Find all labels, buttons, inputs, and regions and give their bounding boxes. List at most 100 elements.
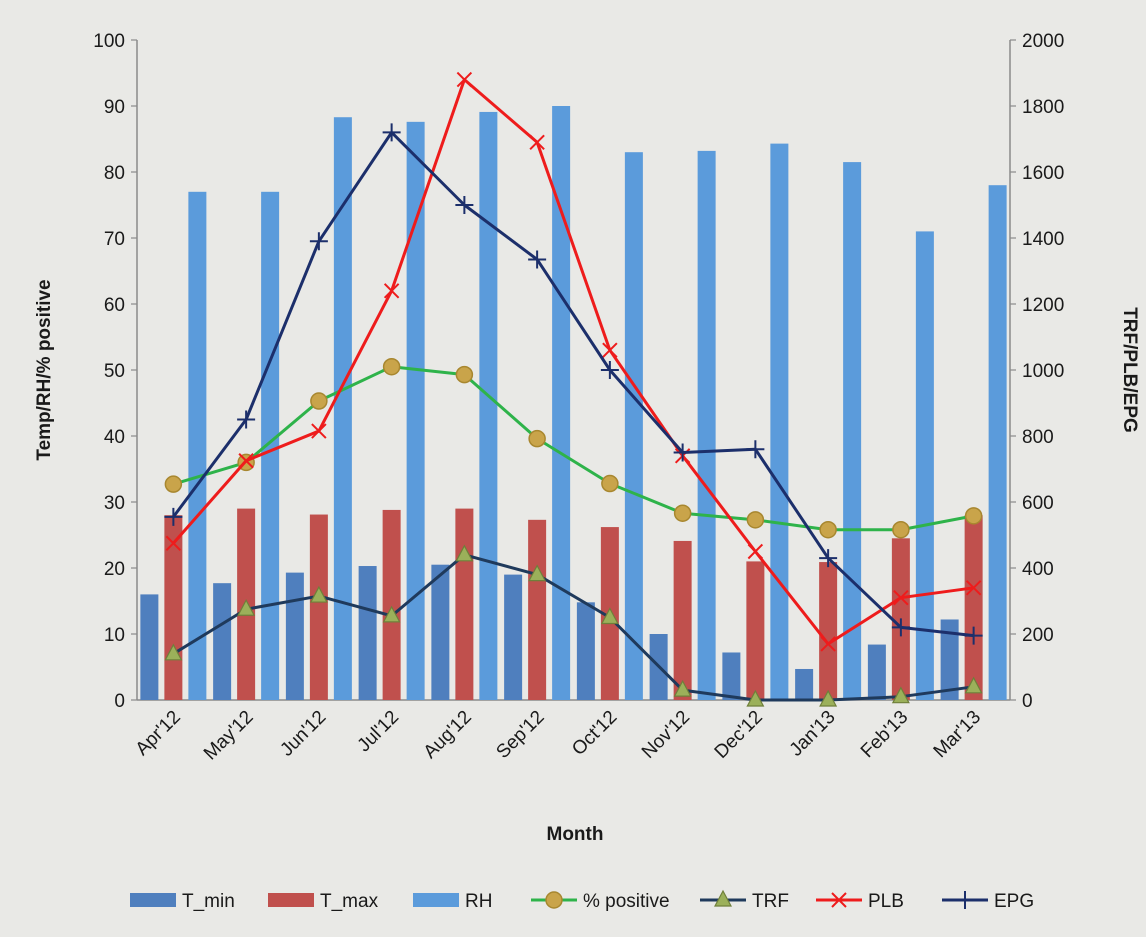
line-trf (172, 553, 974, 702)
point-positive (601, 474, 619, 493)
bar-rh (261, 191, 280, 701)
point-positive (746, 511, 765, 529)
legend-label-epg: EPG (994, 891, 1034, 912)
point-plb (456, 71, 473, 88)
y2-tick-label: 1000 (1022, 361, 1064, 382)
y-tick-label: 50 (104, 361, 125, 382)
bar-t-max (964, 515, 983, 700)
point-epg (964, 626, 983, 645)
bar-rh (988, 185, 1007, 700)
point-epg (891, 618, 910, 637)
point-positive (819, 520, 837, 539)
legend: T_min T_max RH % positive TRF PLB EPG (130, 889, 1034, 912)
point-trf (455, 544, 474, 562)
point-plb (965, 580, 982, 596)
line-epg (172, 130, 974, 638)
bar-t-max (528, 519, 547, 700)
legend-marker-epg (956, 891, 974, 909)
y-tick-label: 10 (104, 625, 125, 646)
point-epg (382, 123, 401, 142)
bar-rh (770, 143, 789, 700)
bar-t-min (867, 644, 886, 700)
legend-label-plb: PLB (868, 891, 904, 912)
point-epg (164, 507, 183, 526)
bar-rh (188, 191, 207, 701)
bar-t-min (140, 594, 159, 700)
point-positive (673, 504, 692, 522)
y-tick-label: 30 (104, 493, 125, 514)
point-trf (891, 686, 910, 704)
x-axis-title: Month (547, 824, 604, 845)
y-tick-label: 20 (104, 559, 125, 580)
point-plb (311, 423, 327, 439)
legend-label-positive: % positive (583, 891, 670, 912)
bar-rh (843, 162, 862, 701)
point-positive (164, 475, 183, 493)
point-positive (310, 392, 328, 410)
point-plb (893, 589, 909, 606)
bar-rh (406, 121, 425, 701)
legend-label-t-max: T_max (320, 891, 379, 912)
bar-t-min (576, 602, 595, 700)
y2-tick-label: 200 (1022, 625, 1054, 646)
point-trf (964, 676, 983, 694)
point-positive (892, 520, 910, 539)
point-trf (819, 689, 838, 707)
point-epg (600, 361, 619, 379)
legend-marker-plb (831, 892, 847, 908)
bar-t-max (746, 561, 765, 700)
point-trf (673, 679, 692, 697)
bar-rh (624, 152, 643, 700)
y-tick-label: 60 (104, 295, 125, 316)
bar-t-min (358, 566, 377, 700)
y2-tick-label: 600 (1022, 493, 1054, 514)
y2-tick-label: 400 (1022, 559, 1054, 580)
bar-t-min (213, 583, 232, 700)
point-epg (237, 410, 256, 429)
y2-tick-label: 0 (1022, 691, 1033, 712)
legend-swatch-t-min (130, 893, 176, 907)
y-tick-label: 80 (104, 163, 125, 184)
y-tick-label: 0 (114, 691, 125, 712)
point-positive (528, 429, 546, 448)
bar-t-max (309, 514, 328, 700)
y2-tick-label: 800 (1022, 427, 1054, 448)
y-axis-title: Temp/RH/% positive (34, 279, 55, 460)
point-epg (746, 440, 765, 459)
bar-rh (697, 150, 716, 700)
bar-t-max (673, 540, 692, 700)
point-trf (528, 564, 547, 582)
y2-tick-label: 1400 (1022, 229, 1064, 250)
point-plb (383, 283, 400, 299)
point-epg (819, 549, 838, 568)
bar-rh (479, 111, 498, 700)
y2-tick-label: 1200 (1022, 295, 1064, 316)
bar-t-min (431, 564, 450, 700)
point-epg (455, 196, 474, 214)
point-trf (746, 689, 765, 707)
legend-label-t-min: T_min (182, 891, 235, 912)
bar-t-max (382, 509, 401, 700)
bar-t-min (722, 652, 741, 700)
y2-axis-title: TRF/PLB/EPG (1119, 307, 1140, 433)
bar-t-min (940, 619, 959, 700)
point-plb (820, 636, 836, 652)
bar-t-min (285, 572, 304, 700)
legend-label-trf: TRF (752, 891, 789, 912)
point-trf (237, 598, 256, 616)
point-epg (309, 232, 328, 251)
bar-t-min (795, 668, 814, 700)
bar-t-max (455, 508, 474, 700)
point-plb (238, 453, 254, 469)
line-positive (172, 365, 974, 532)
legend-swatch-rh (413, 893, 459, 907)
y-tick-label: 70 (104, 229, 125, 250)
point-trf (309, 585, 328, 603)
point-positive (382, 357, 401, 376)
legend-marker-positive (545, 891, 563, 909)
point-plb (602, 342, 618, 358)
point-positive (455, 365, 474, 384)
y-tick-label: 90 (104, 97, 125, 118)
